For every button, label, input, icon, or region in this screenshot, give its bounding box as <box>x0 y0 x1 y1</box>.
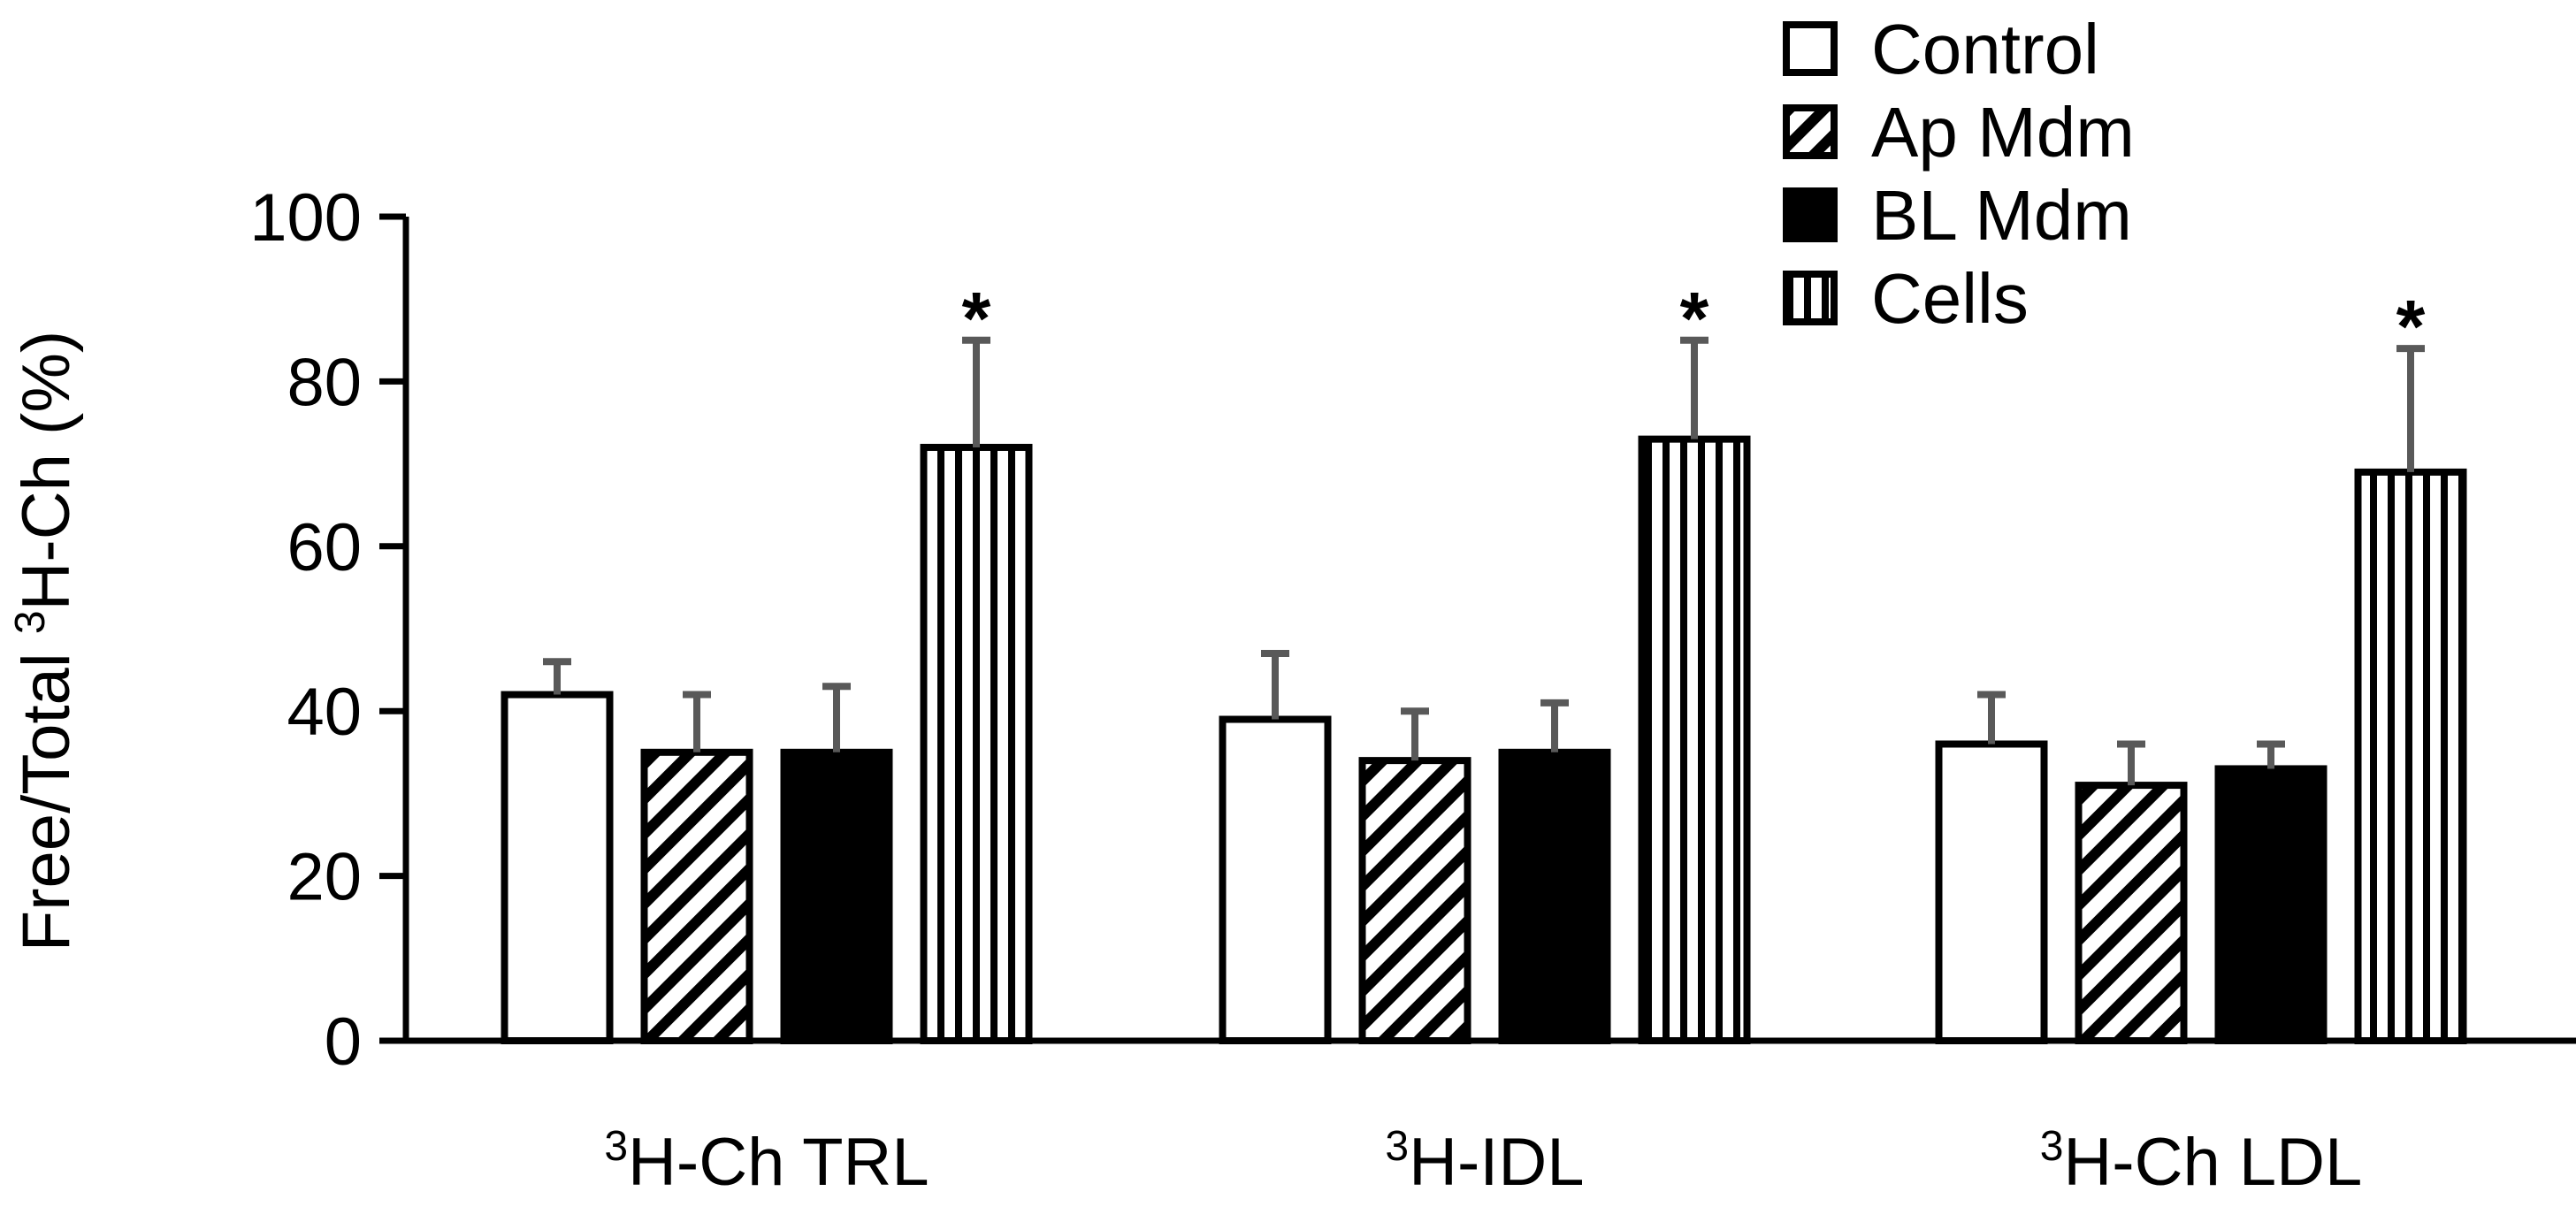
bar-ap-mdm <box>640 748 753 1044</box>
x-category-label-sup: 3 <box>1385 1123 1409 1170</box>
significance-asterisk: * <box>2396 285 2426 368</box>
x-category-label: 3H-Ch LDL <box>2040 1123 2363 1200</box>
legend-label: Control <box>1871 10 2099 88</box>
y-tick-label: 60 <box>287 510 362 585</box>
x-category-label: 3H-IDL <box>1385 1123 1584 1200</box>
bar-bl-mdm <box>780 748 893 1044</box>
significance-asterisk: * <box>1680 277 1709 360</box>
error-bars <box>543 336 2425 786</box>
y-axis-label-suffix: H-Ch (%) <box>9 331 84 611</box>
legend-swatch-control <box>1783 21 1838 76</box>
legend-swatch-bl-mdm <box>1783 187 1838 242</box>
bar-cells <box>920 443 1033 1044</box>
x-category-label: 3H-Ch TRL <box>604 1123 929 1200</box>
y-tick-label: 0 <box>325 1004 362 1080</box>
y-tick-label: 20 <box>287 840 362 915</box>
x-axis-category-labels: 3H-Ch TRL 3H-IDL 3H-Ch LDL <box>604 1123 2362 1200</box>
bar-control <box>1219 715 1332 1045</box>
legend-label: Ap Mdm <box>1871 93 2135 172</box>
legend-label: BL Mdm <box>1871 176 2132 255</box>
x-category-label-sup: 3 <box>604 1123 628 1170</box>
legend-swatch-cells <box>1783 271 1838 325</box>
bar-cells <box>2354 468 2467 1044</box>
bar-cells <box>1638 435 1751 1044</box>
y-tick-label: 100 <box>249 180 362 256</box>
significance-asterisk: * <box>962 277 991 360</box>
significance-annotations: * * * <box>962 277 2426 368</box>
x-category-label-text: H-Ch TRL <box>628 1125 929 1200</box>
legend-label: Cells <box>1871 259 2029 338</box>
bars <box>501 435 2467 1045</box>
bar-bl-mdm <box>2214 765 2328 1044</box>
x-category-label-text: H-Ch LDL <box>2063 1125 2362 1200</box>
x-category-label-sup: 3 <box>2040 1123 2064 1170</box>
y-axis-label-prefix: Free/Total <box>9 634 84 951</box>
y-tick-label: 80 <box>287 345 362 420</box>
bar-bl-mdm <box>1498 748 1611 1044</box>
bar-control <box>1935 740 2048 1044</box>
bar-ap-mdm <box>2075 782 2188 1045</box>
bar-ap-mdm <box>1358 757 1471 1044</box>
legend-swatch-ap-mdm <box>1783 104 1838 159</box>
bar-control <box>501 691 614 1044</box>
x-category-label-text: H-IDL <box>1409 1125 1584 1200</box>
y-axis-label-sup: 3 <box>7 610 54 634</box>
y-tick-label: 40 <box>287 675 362 750</box>
y-axis-ticks: 0 20 40 60 80 100 <box>249 180 406 1080</box>
y-axis-label: Free/Total 3H-Ch (%) <box>7 331 84 951</box>
